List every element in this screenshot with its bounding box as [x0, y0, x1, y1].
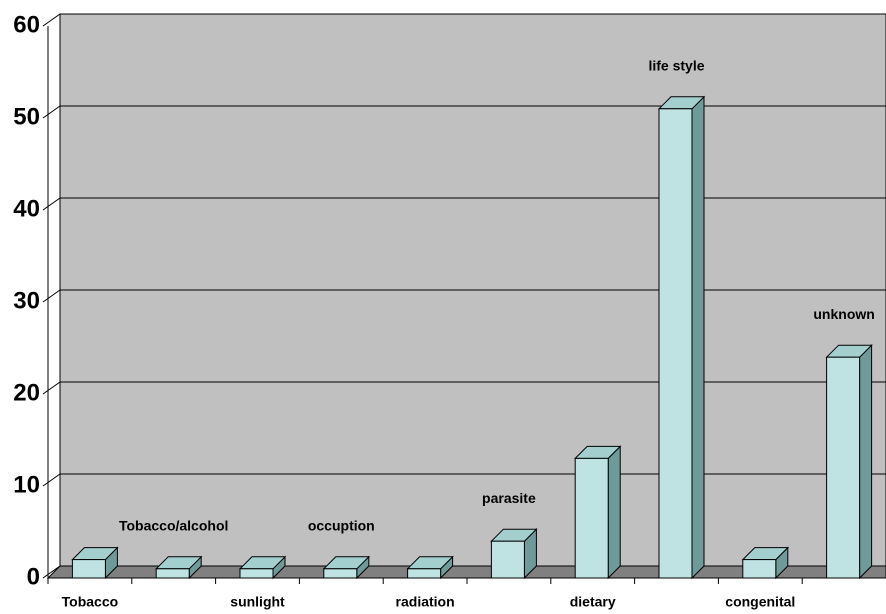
x-tick-label: parasite [482, 490, 536, 506]
y-tick-label: 30 [13, 287, 40, 314]
x-tick-label: radiation [396, 594, 455, 610]
x-tick-label: Tobacco/alcohol [119, 518, 228, 534]
bar-side [691, 95, 705, 580]
y-tick-label: 50 [13, 103, 40, 130]
y-tick-label: 0 [27, 563, 40, 590]
x-tick-label: occuption [308, 518, 375, 534]
bar [574, 457, 609, 579]
bar [490, 540, 525, 579]
tick-mark [42, 105, 61, 119]
bar-side [607, 445, 621, 580]
x-tick-label: congenital [725, 594, 795, 610]
tick-mark [42, 381, 61, 395]
bar [71, 559, 106, 579]
x-tick-label: dietary [570, 594, 616, 610]
bar [155, 568, 190, 579]
bar [742, 559, 777, 579]
x-tick-label: unknown [813, 306, 874, 322]
bar [658, 108, 693, 579]
bar [239, 568, 274, 579]
y-tick-label: 40 [13, 195, 40, 222]
y-tick-label: 60 [13, 11, 40, 38]
y-tick-label: 20 [13, 379, 40, 406]
x-tick-label: life style [648, 58, 704, 74]
tick-mark [42, 565, 61, 579]
bar [826, 356, 861, 579]
x-tick-label: Tobacco [62, 594, 119, 610]
bar [323, 568, 358, 579]
tick-mark [42, 473, 61, 487]
tick-mark [42, 13, 61, 27]
bar-side [859, 343, 873, 580]
tick-mark [42, 289, 61, 303]
tick-mark [42, 197, 61, 211]
bar [407, 568, 442, 579]
y-tick-label: 10 [13, 471, 40, 498]
x-tick-label: sunlight [230, 594, 285, 610]
